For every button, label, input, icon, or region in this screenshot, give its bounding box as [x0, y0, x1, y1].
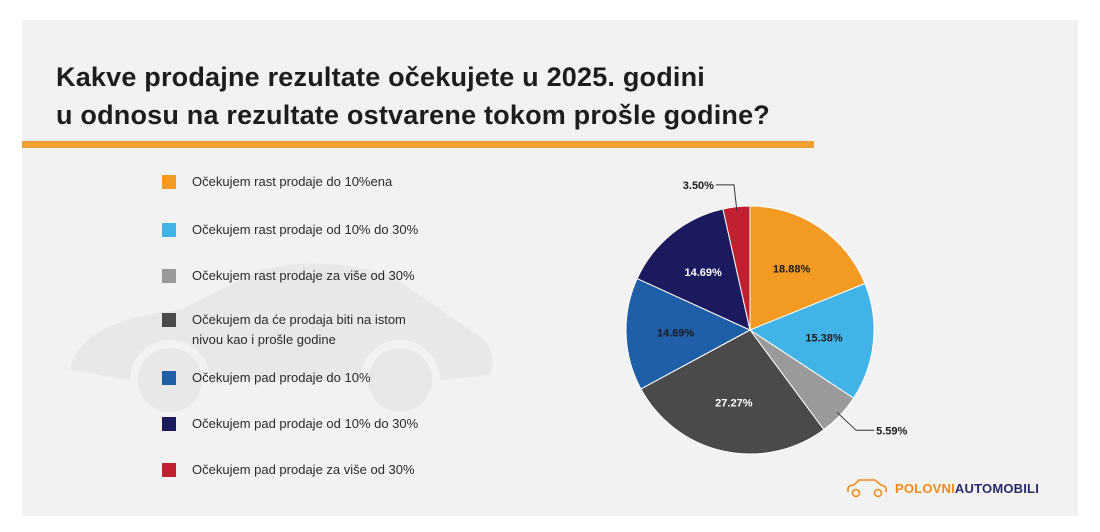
- logo: POLOVNIAUTOMOBILI: [845, 478, 1039, 498]
- pie-slice-label: 14.69%: [684, 267, 722, 279]
- pie-slice-label: 14.69%: [657, 328, 695, 340]
- chart-title: Kakve prodajne rezultate očekujete u 202…: [56, 58, 876, 134]
- chart-title-line2: u odnosu na rezultate ostvarene tokom pr…: [56, 100, 770, 130]
- leader-line: [836, 412, 875, 431]
- legend-item-same-level: Očekujem da će prodaja biti na istom niv…: [162, 310, 492, 350]
- logo-text-part2: AUTOMOBILI: [954, 480, 1040, 496]
- legend-swatch: [162, 417, 176, 431]
- legend-swatch: [162, 313, 176, 327]
- pie-slice: [749, 205, 866, 331]
- pie-chart: 18.88% 15.38% 5.59% 27.27% 14.69% 14.69% 3.50%: [625, 180, 907, 455]
- legend-label: Očekujem rast prodaje od 10% do 30%: [192, 222, 419, 237]
- title-underline: [22, 141, 814, 148]
- legend-label: Očekujem pad prodaje do 10%: [192, 370, 371, 385]
- legend-item-rise-to-10: Očekujem rast prodaje do 10%ena: [162, 172, 492, 192]
- chart-card: [22, 20, 1078, 516]
- logo-text: POLOVNIAUTOMOBILI: [895, 481, 1039, 496]
- legend-item-fall-10-30: Očekujem pad prodaje od 10% do 30%: [162, 414, 492, 434]
- logo-text-part1: POLOVNI: [895, 480, 955, 496]
- pie-slice: [748, 282, 875, 399]
- pie-slice-label: 27.27%: [715, 398, 753, 410]
- pie-slice: [640, 329, 825, 455]
- pie-slice-label: 5.59%: [876, 425, 907, 437]
- legend-swatch: [162, 175, 176, 189]
- legend-swatch: [162, 371, 176, 385]
- legend-item-fall-over-30: Očekujem pad prodaje za više od 30%: [162, 460, 492, 480]
- car-logo-icon: [847, 479, 887, 498]
- leader-line: [715, 184, 738, 211]
- legend-label: Očekujem da će prodaja biti na istom niv…: [192, 312, 406, 347]
- legend-label: Očekujem rast prodaje za više od 30%: [192, 268, 415, 283]
- chart-title-line1: Kakve prodajne rezultate očekujete u 202…: [56, 62, 706, 92]
- legend-label: Očekujem pad prodaje od 10% do 30%: [192, 416, 419, 431]
- pie-slice: [625, 277, 752, 390]
- pie-slice-label: 15.38%: [805, 332, 843, 344]
- legend-swatch: [162, 463, 176, 477]
- pie-slice-label: 18.88%: [773, 263, 811, 275]
- pie-slice-label: 3.50%: [683, 180, 714, 192]
- legend-item-rise-10-30: Očekujem rast prodaje od 10% do 30%: [162, 220, 492, 240]
- legend-label: Očekujem pad prodaje za više od 30%: [192, 462, 415, 477]
- legend-item-fall-to-10: Očekujem pad prodaje do 10%: [162, 368, 492, 388]
- legend-swatch: [162, 269, 176, 283]
- pie-slice: [636, 208, 751, 331]
- legend-swatch: [162, 223, 176, 237]
- legend-item-rise-over-30: Očekujem rast prodaje za više od 30%: [162, 266, 492, 286]
- legend-label: Očekujem rast prodaje do 10%ena: [192, 174, 393, 189]
